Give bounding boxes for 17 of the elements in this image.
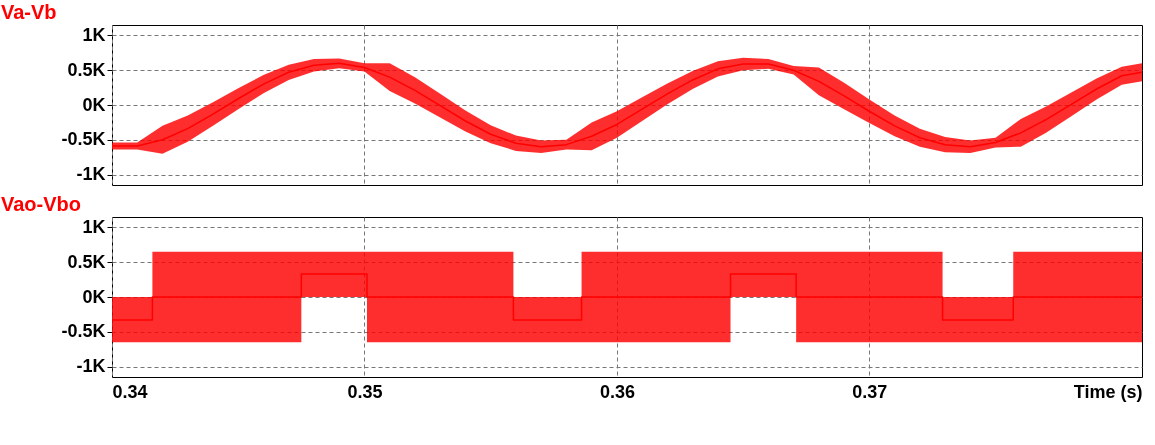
chart-title: Va-Vb: [0, 1, 57, 23]
y-tick-label: 0K: [82, 94, 106, 115]
y-tick-label: -1K: [76, 164, 106, 185]
y-tick-label: -1K: [76, 356, 106, 377]
x-tick-label: 0.36: [599, 381, 635, 402]
y-tick-label: 0.5K: [67, 251, 106, 272]
x-tick-label: 0.35: [347, 381, 383, 402]
y-tick-label: 1K: [82, 24, 106, 45]
y-tick-label: -0.5K: [61, 129, 106, 150]
y-tick-label: 0K: [82, 286, 106, 307]
x-tick-label: 0.34: [112, 381, 148, 402]
y-tick-label: 0.5K: [67, 59, 106, 80]
x-tick-label: 0.37: [852, 381, 888, 402]
chart-title: Vao-Vbo: [0, 193, 81, 215]
y-tick-label: 1K: [82, 216, 106, 237]
x-axis-title: Time (s): [1073, 381, 1143, 402]
y-tick-label: -0.5K: [61, 321, 106, 342]
